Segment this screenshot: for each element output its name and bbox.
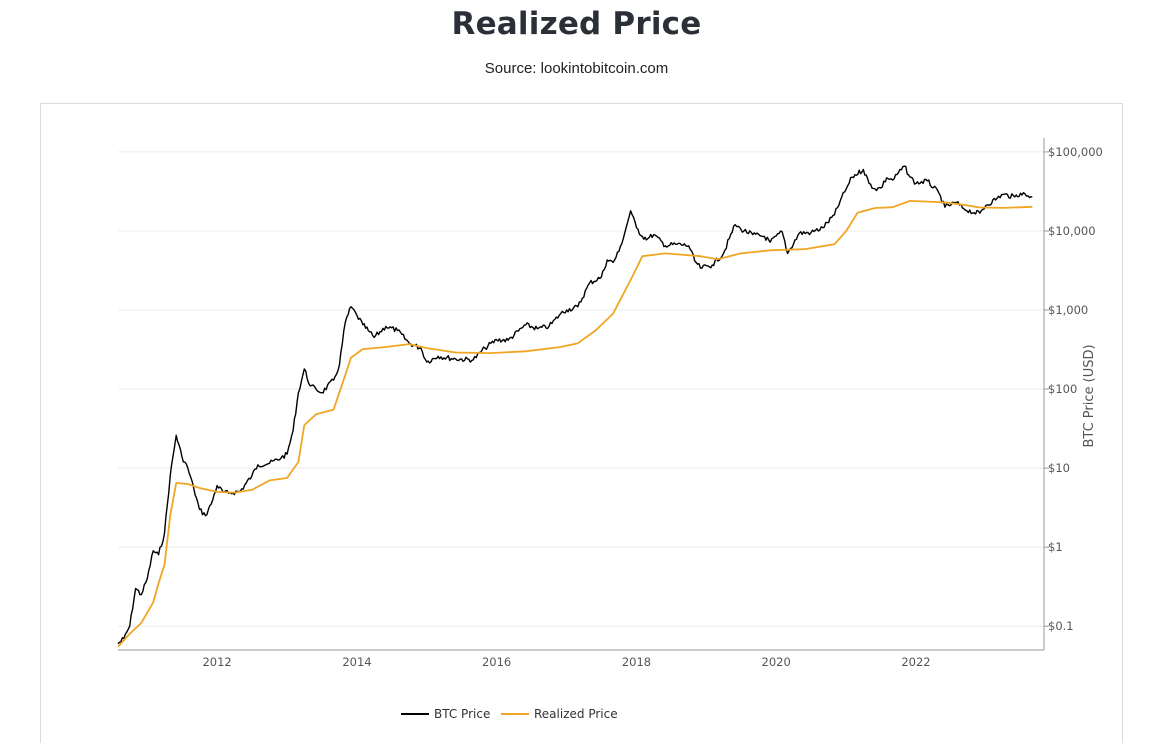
x-tick-label: 2022 bbox=[901, 655, 930, 669]
chart-frame bbox=[40, 103, 1123, 743]
legend-item-btc-price[interactable]: BTC Price bbox=[401, 707, 490, 721]
y-tick-label: $100,000 bbox=[1048, 145, 1103, 159]
y-tick-label: $100 bbox=[1048, 382, 1077, 396]
x-tick-label: 2014 bbox=[342, 655, 371, 669]
y-tick-label: $1,000 bbox=[1048, 303, 1088, 317]
legend-item-realized-price[interactable]: Realized Price bbox=[501, 707, 618, 721]
axis-layer: $0.1 $1 $10 $100 $1,000 $10,000 $100,000 2012 20… bbox=[118, 138, 1103, 669]
legend-label: BTC Price bbox=[434, 707, 490, 721]
page-subtitle: Source: lookintobitcoin.com bbox=[484, 60, 669, 77]
series-line-realized-price bbox=[117, 200, 1033, 648]
grid-layer bbox=[118, 151, 1044, 627]
legend: BTC Price Realized Price bbox=[401, 707, 618, 721]
y-tick-label: $10 bbox=[1048, 461, 1070, 475]
x-tick-label: 2018 bbox=[622, 655, 651, 669]
legend-label: Realized Price bbox=[534, 707, 618, 721]
page-title: Realized Price bbox=[451, 6, 702, 42]
x-tick-label: 2016 bbox=[482, 655, 511, 669]
series-layer bbox=[117, 165, 1033, 648]
y-tick-label: $0.1 bbox=[1048, 619, 1074, 633]
series-line-btc-price bbox=[117, 165, 1033, 645]
x-tick-label: 2020 bbox=[762, 655, 791, 669]
x-tick-label: 2012 bbox=[202, 655, 231, 669]
y-tick-label: $1 bbox=[1048, 540, 1063, 554]
y-tick-label: $10,000 bbox=[1048, 224, 1096, 238]
y-axis-title: BTC Price (USD) bbox=[1082, 344, 1097, 447]
